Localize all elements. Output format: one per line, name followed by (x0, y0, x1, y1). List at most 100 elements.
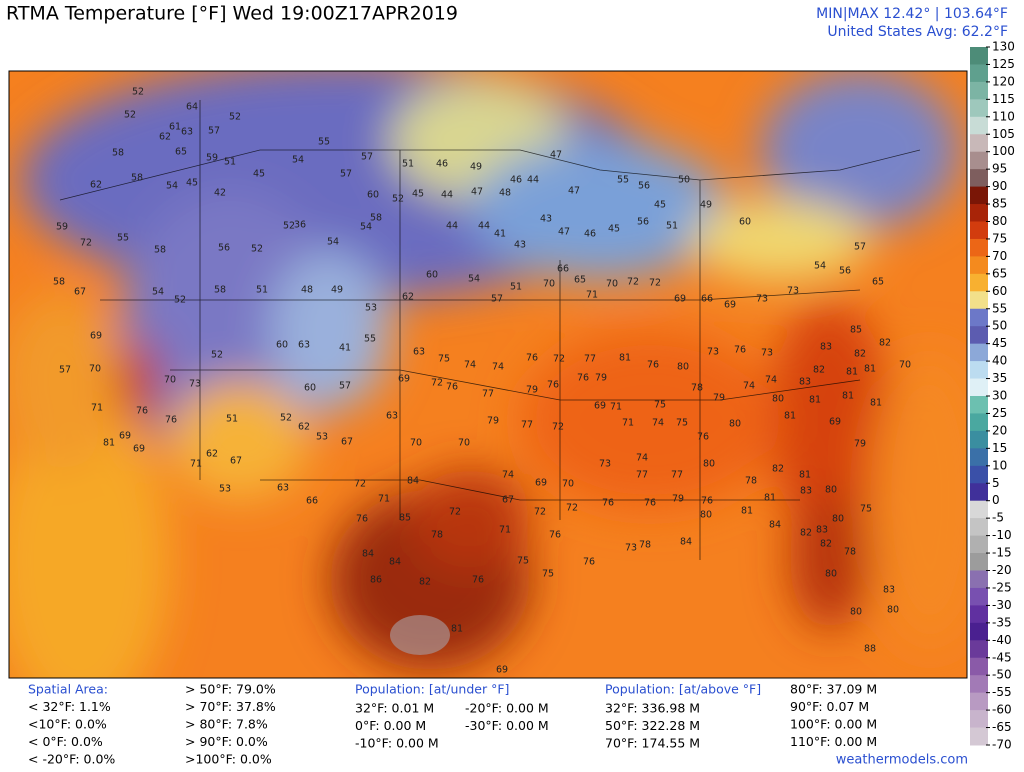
station-temperature: 52 (211, 350, 223, 361)
station-temperature: 70 (164, 375, 176, 386)
station-temperature: 70 (89, 364, 101, 375)
station-temperature: 49 (470, 162, 482, 173)
station-temperature: 76 (549, 530, 561, 541)
station-temperature: 70 (606, 279, 618, 290)
stats-entry: < -20°F: 0.0% (28, 752, 115, 767)
colorbar-band (970, 587, 988, 606)
colorbar-label: 125 (992, 57, 1015, 71)
station-temperature: 76 (602, 498, 614, 509)
station-temperature: 72 (80, 238, 92, 249)
colorbar-label: 10 (992, 458, 1007, 472)
stats-entry: 32°F: 336.98 M (605, 701, 700, 716)
station-temperature: 76 (547, 380, 559, 391)
station-temperature: 52 (251, 244, 263, 255)
colorbar-band (970, 134, 988, 153)
station-temperature: 44 (478, 221, 490, 232)
colorbar-label: -45 (992, 650, 1012, 664)
colorbar-label: 80 (992, 214, 1007, 228)
station-temperature: 81 (846, 367, 858, 378)
station-temperature: 57 (339, 381, 351, 392)
station-temperature: 73 (787, 286, 799, 297)
stats-entry: 0°F: 0.00 M (355, 718, 426, 733)
station-temperature: 69 (496, 665, 508, 676)
station-temperature: 62 (206, 449, 218, 460)
station-temperature: 42 (214, 188, 226, 199)
colorbar-band (970, 308, 988, 327)
station-temperature: 59 (56, 222, 68, 233)
colorbar-label: 90 (992, 179, 1007, 193)
station-temperature: 71 (499, 525, 511, 536)
station-temperature: 36 (294, 220, 306, 231)
statistics: Spatial Area: < 32°F: 1.1% <10°F: 0.0% < 0°… (28, 682, 877, 767)
station-temperature: 66 (557, 264, 569, 275)
station-temperature: 51 (666, 221, 678, 232)
station-temperature: 71 (622, 418, 634, 429)
station-temperature: 75 (438, 354, 450, 365)
station-temperature: 79 (854, 439, 866, 450)
station-temperature: 54 (468, 274, 480, 285)
stats-heading: Population: [at/above °F] (605, 682, 761, 697)
station-temperature: 73 (756, 294, 768, 305)
colorbar-band (970, 256, 988, 275)
min-max: MIN|MAX 12.42° | 103.64°F (816, 6, 1008, 22)
colorbar-label: -20 (992, 563, 1012, 577)
station-temperature: 65 (175, 147, 187, 158)
station-temperature: 63 (181, 127, 193, 138)
station-temperature: 80 (825, 569, 837, 580)
station-temperature: 57 (208, 126, 220, 137)
station-temperature: 60 (426, 270, 438, 281)
station-temperature: 73 (189, 379, 201, 390)
station-temperature: 56 (218, 243, 230, 254)
station-temperature: 84 (389, 557, 401, 568)
station-temperature: 81 (809, 395, 821, 406)
colorbar-label: 105 (992, 127, 1015, 141)
stats-entry: <10°F: 0.0% (28, 717, 107, 732)
colorbar-label: -10 (992, 528, 1012, 542)
station-temperature: 79 (526, 385, 538, 396)
colorbar-label: -5 (992, 511, 1004, 525)
station-temperature: 41 (339, 343, 351, 354)
stats-entry: < 32°F: 1.1% (28, 699, 111, 714)
stats-entry: < 0°F: 0.0% (28, 734, 103, 749)
colorbar-band (970, 518, 988, 537)
colorbar-band (970, 448, 988, 467)
colorbar-label: 20 (992, 423, 1007, 437)
station-temperature: 83 (820, 342, 832, 353)
colorbar-label: -65 (992, 720, 1012, 734)
station-temperature: 60 (304, 383, 316, 394)
station-temperature: 76 (526, 353, 538, 364)
station-temperature: 81 (842, 391, 854, 402)
station-temperature: 49 (331, 285, 343, 296)
station-temperature: 45 (654, 200, 666, 211)
station-temperature: 83 (816, 525, 828, 536)
station-temperature: 67 (230, 456, 242, 467)
station-temperature: 75 (542, 569, 554, 580)
station-temperature: 82 (813, 365, 825, 376)
stats-entry: > 50°F: 79.0% (185, 682, 276, 697)
colorbar-band (970, 186, 988, 205)
station-temperature: 73 (625, 543, 637, 554)
station-temperature: 75 (676, 418, 688, 429)
station-temperature: 41 (494, 229, 506, 240)
colorbar-label: 95 (992, 162, 1007, 176)
station-temperature: 57 (361, 152, 373, 163)
colorbar-label: 120 (992, 74, 1015, 88)
station-temperature: 50 (678, 175, 690, 186)
station-temperature: 80 (772, 394, 784, 405)
station-temperature: 71 (378, 494, 390, 505)
stats-entry: 32°F: 0.01 M (355, 701, 434, 716)
station-temperature: 52 (283, 221, 295, 232)
station-temperature: 55 (617, 175, 629, 186)
colorbar-band (970, 465, 988, 484)
station-temperature: 81 (864, 364, 876, 375)
colorbar-label: 30 (992, 389, 1007, 403)
colorbar-label: 110 (992, 109, 1015, 123)
colorbar-band (970, 151, 988, 170)
station-temperature: 63 (413, 347, 425, 358)
station-temperature: 77 (584, 354, 596, 365)
colorbar-band (970, 430, 988, 449)
station-temperature: 71 (610, 402, 622, 413)
station-temperature: 81 (103, 438, 115, 449)
station-temperature: 67 (502, 495, 514, 506)
stats-entry: >100°F: 0.0% (185, 752, 272, 767)
